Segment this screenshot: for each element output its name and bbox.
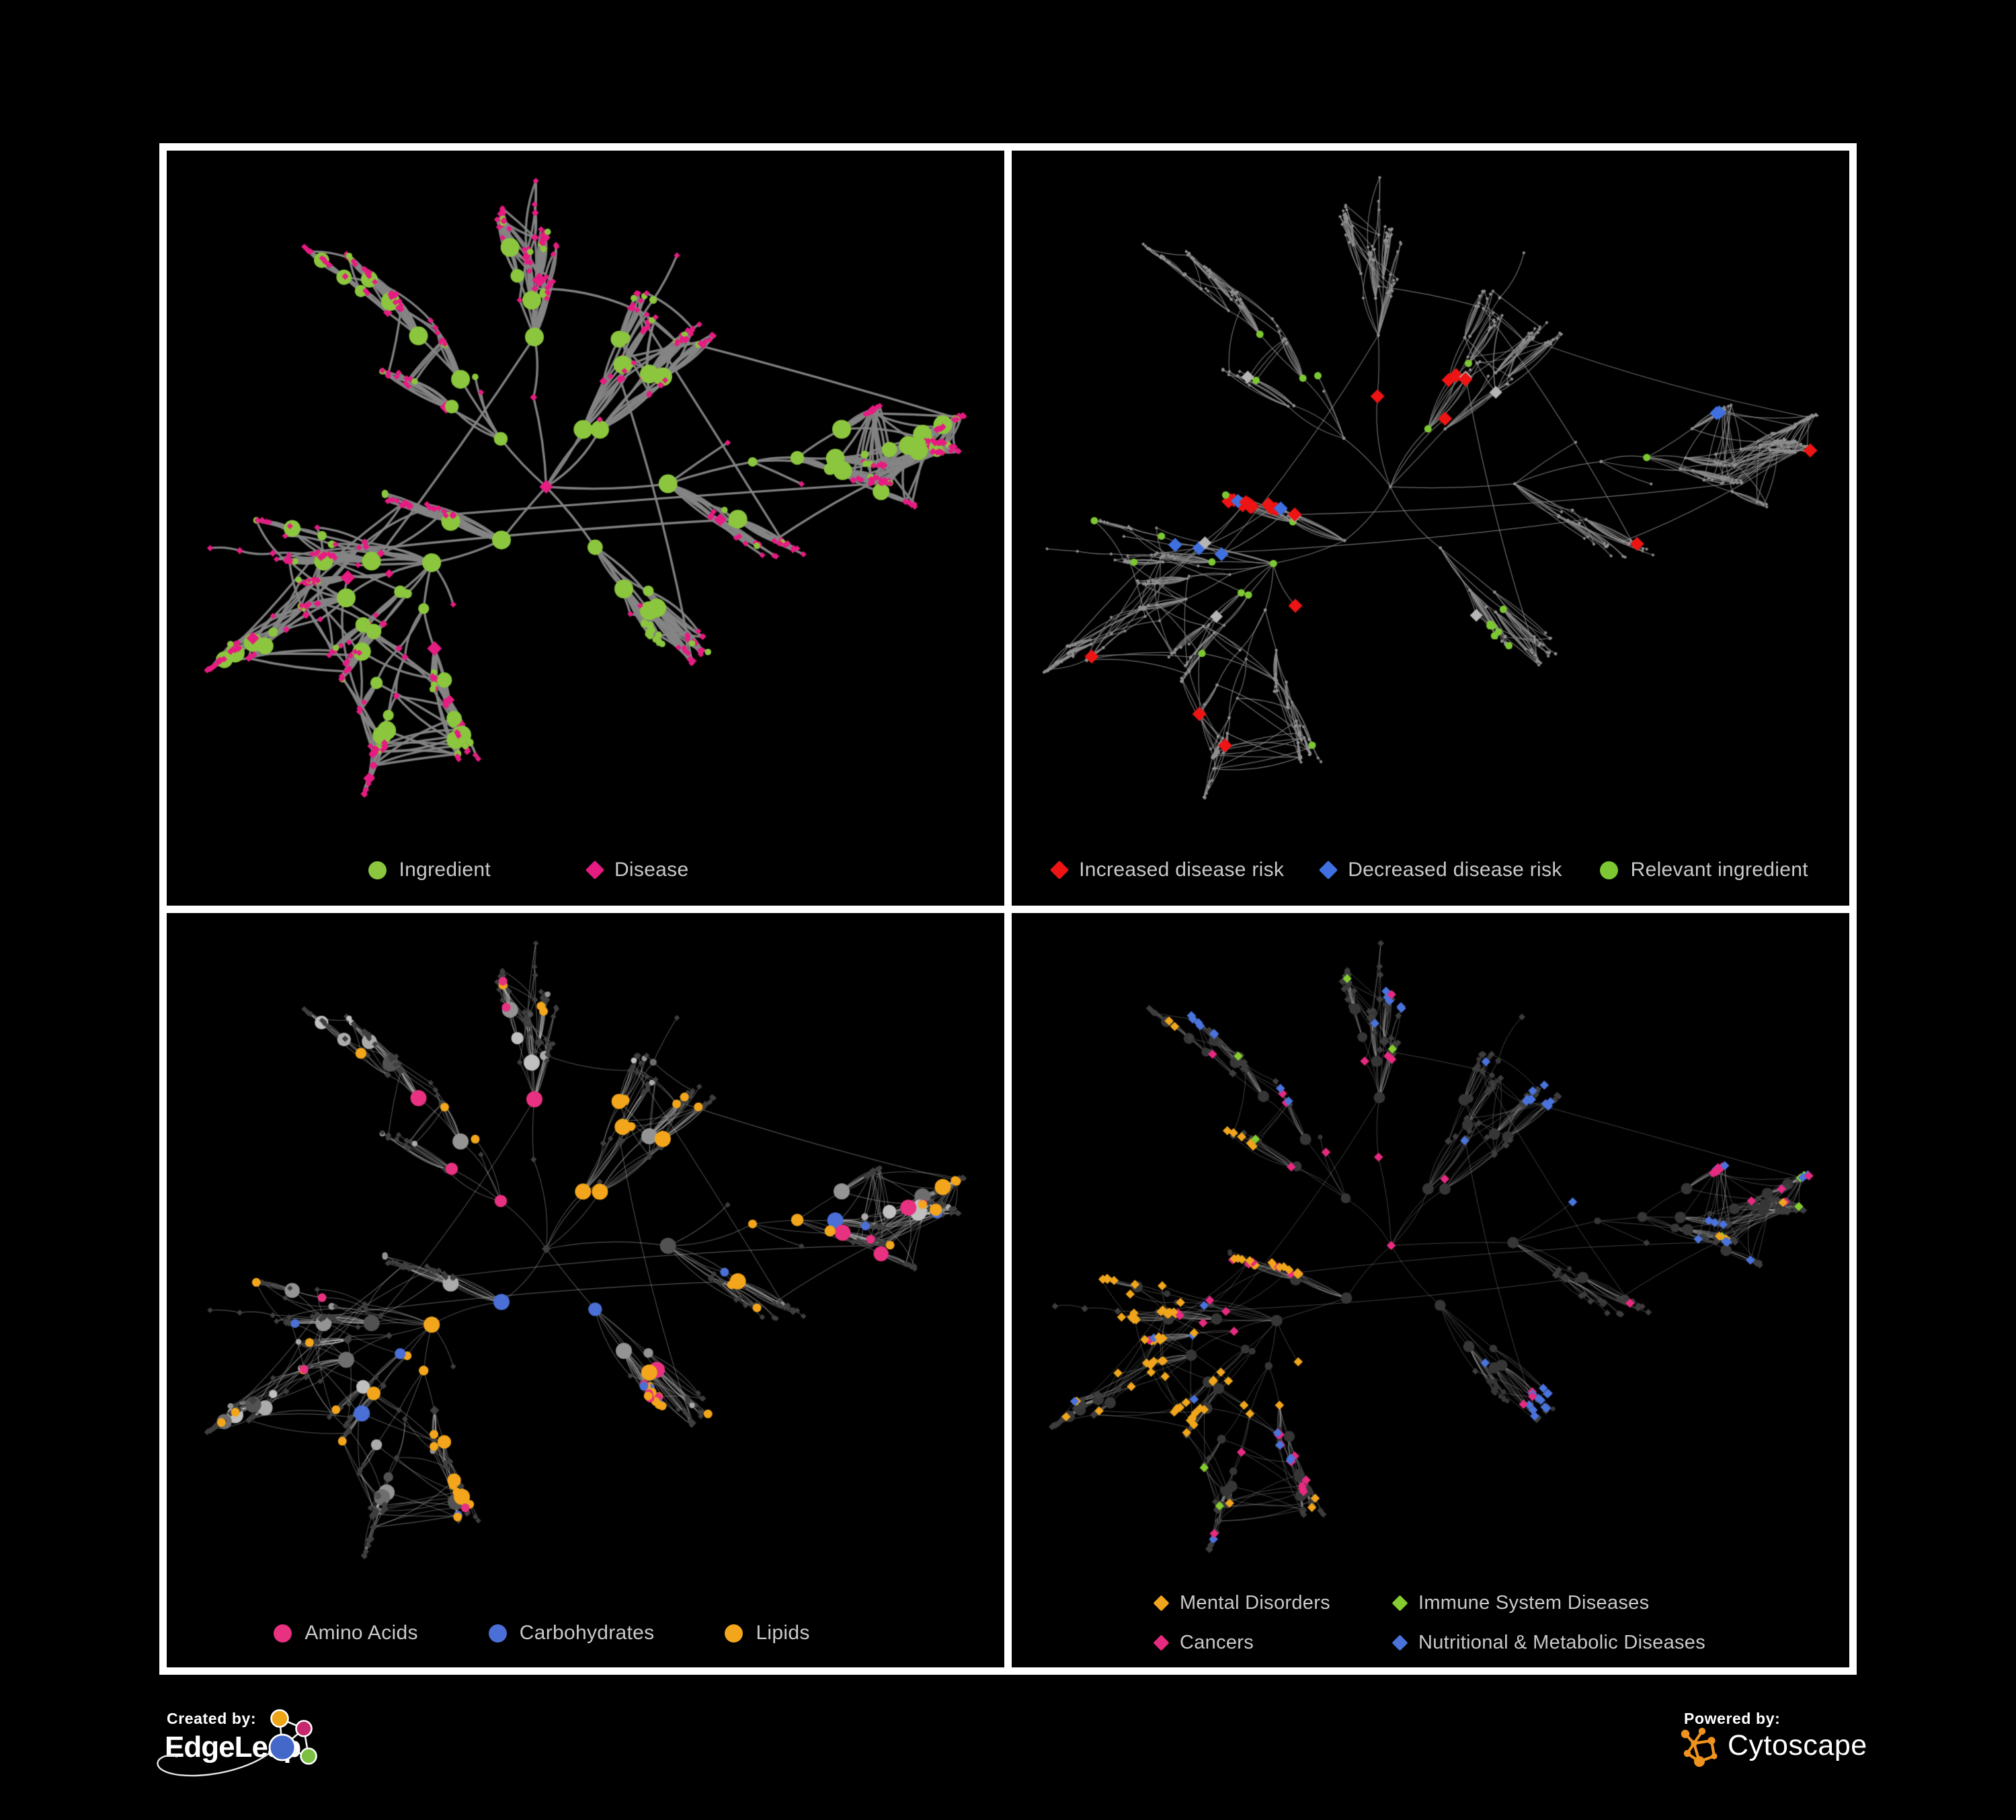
relevant-ingredient-circle-marker (1599, 861, 1618, 879)
network-canvas-disease-risk (1012, 151, 1849, 906)
cancers-diamond-marker (1153, 1634, 1170, 1651)
legend-label: Mental Disorders (1179, 1592, 1330, 1614)
legend-label: Amino Acids (305, 1622, 418, 1644)
legend-label: Relevant ingredient (1630, 859, 1808, 881)
cytoscape-logo-icon (1681, 1727, 1718, 1767)
amino-acids-circle-marker (274, 1624, 292, 1643)
edgeleap-logo-icon (157, 1709, 317, 1777)
created-by-label: Created by: (167, 1710, 257, 1727)
metabolic-diseases-diamond-marker (1392, 1634, 1408, 1651)
legend-label: Cancers (1179, 1632, 1254, 1653)
panel-disease-categories: Mental Disorders Immune System Diseases … (1012, 913, 1849, 1667)
mental-disorders-diamond-marker (1153, 1595, 1170, 1612)
ingredient-circle-marker (368, 861, 387, 879)
disease-diamond-marker (585, 860, 605, 880)
legend-item: Carbohydrates (488, 1622, 655, 1645)
cytoscape-wordmark: Cytoscape (1728, 1729, 1867, 1762)
legend-ingredient-disease: Ingredient Disease (167, 859, 947, 881)
legend-item: Mental Disorders (1153, 1592, 1330, 1614)
legend-label: Lipids (756, 1622, 810, 1644)
legend-item: Immune System Diseases (1392, 1592, 1705, 1614)
carbohydrates-circle-marker (488, 1624, 507, 1643)
network-canvas-disease-categories (1012, 913, 1849, 1667)
legend-item: Ingredient (368, 859, 491, 881)
panels-frame: Ingredient Disease Increased disease ris… (159, 143, 1857, 1675)
panel-divider-horizontal (167, 906, 1849, 913)
legend-label: Carbohydrates (519, 1622, 655, 1644)
legend-item: Amino Acids (274, 1622, 417, 1645)
legend-item: Relevant ingredient (1599, 859, 1808, 881)
legend-label: Disease (614, 859, 689, 881)
powered-by-label: Powered by: (1684, 1710, 1781, 1727)
legend-disease-categories: Mental Disorders Immune System Diseases … (1012, 1592, 1849, 1654)
panel-ingredient-disease: Ingredient Disease (167, 151, 1004, 906)
legend-label: Ingredient (399, 859, 491, 881)
legend-chemical-classes: Amino Acids Carbohydrates Lipids (167, 1622, 961, 1645)
immune-diseases-diamond-marker (1392, 1595, 1408, 1612)
legend-disease-risk: Increased disease risk Decreased disease… (1012, 859, 1849, 881)
legend-label: Increased disease risk (1079, 859, 1285, 881)
increased-risk-diamond-marker (1049, 860, 1070, 880)
legend-item: Increased disease risk (1049, 859, 1285, 881)
legend-item: Decreased disease risk (1319, 859, 1562, 881)
legend-label: Decreased disease risk (1348, 859, 1562, 881)
network-canvas-ingredient-disease (167, 151, 1004, 906)
legend-label: Immune System Diseases (1418, 1592, 1650, 1614)
decreased-risk-diamond-marker (1319, 860, 1338, 880)
network-canvas-chemical-classes (167, 913, 1004, 1667)
legend-item: Lipids (725, 1622, 809, 1645)
legend-item: Cancers (1153, 1632, 1330, 1654)
panel-disease-risk: Increased disease risk Decreased disease… (1012, 151, 1849, 906)
panel-chemical-classes: Amino Acids Carbohydrates Lipids (167, 913, 1004, 1667)
legend-label: Nutritional & Metabolic Diseases (1418, 1632, 1706, 1653)
legend-item: Disease (585, 859, 689, 881)
lipids-circle-marker (725, 1624, 743, 1643)
legend-item: Nutritional & Metabolic Diseases (1392, 1632, 1706, 1654)
